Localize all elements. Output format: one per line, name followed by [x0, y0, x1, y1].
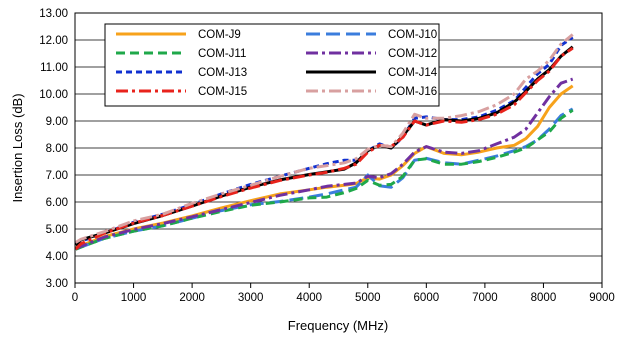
legend-label: COM-J13 — [198, 67, 247, 79]
series-line-com-j12 — [75, 77, 574, 250]
legend-label: COM-J10 — [388, 29, 437, 41]
legend-label: COM-J14 — [388, 67, 438, 79]
x-tick-label: 1000 — [121, 292, 147, 304]
series-line-com-j16 — [74, 33, 574, 244]
legend-label: COM-J9 — [198, 29, 241, 41]
y-tick-label: 13.00 — [39, 8, 68, 20]
series-lines — [74, 33, 574, 251]
x-axis-ticks: 0 1000 2000 3000 4000 5000 6000 7000 8000 9000 — [72, 283, 615, 304]
chart-legend: COM-J9 COM-J10 COM-J11 COM-J12 COM-J13 COM-J1… — [104, 23, 440, 107]
series-line-com-j11 — [75, 108, 574, 251]
y-tick-label: 9.00 — [46, 116, 68, 128]
y-tick-label: 7.00 — [46, 170, 68, 182]
series-line-com-j9 — [75, 84, 574, 250]
legend-label: COM-J16 — [388, 86, 437, 98]
x-tick-label: 7000 — [472, 292, 498, 304]
x-tick-label: 0 — [72, 292, 78, 304]
x-axis-title: Frequency (MHz) — [288, 318, 388, 333]
y-axis-title: Insertion Loss (dB) — [10, 93, 25, 202]
legend-label: COM-J11 — [198, 48, 246, 60]
y-tick-label: 6.00 — [46, 197, 68, 209]
x-tick-label: 6000 — [414, 292, 440, 304]
legend-label: COM-J15 — [198, 86, 247, 98]
y-tick-label: 3.00 — [46, 278, 68, 290]
legend-box — [104, 23, 440, 107]
x-tick-label: 3000 — [238, 292, 264, 304]
y-tick-label: 12.00 — [39, 35, 68, 47]
x-tick-label: 9000 — [589, 292, 615, 304]
y-tick-label: 5.00 — [46, 224, 68, 236]
plot-area-frame — [74, 12, 603, 284]
series-line-com-j15 — [74, 46, 574, 251]
x-tick-label: 4000 — [296, 292, 322, 304]
y-axis-ticks: 3.00 4.00 5.00 6.00 7.00 8.00 9.00 10.00 11.00 12… — [39, 8, 68, 290]
x-tick-label: 5000 — [355, 292, 381, 304]
x-tick-label: 2000 — [179, 292, 205, 304]
y-tick-label: 10.00 — [39, 89, 68, 101]
x-tick-label: 8000 — [531, 292, 557, 304]
y-tick-label: 11.00 — [40, 62, 68, 74]
legend-label: COM-J12 — [388, 48, 437, 60]
y-tick-label: 4.00 — [46, 251, 68, 263]
y-tick-label: 8.00 — [46, 143, 68, 155]
